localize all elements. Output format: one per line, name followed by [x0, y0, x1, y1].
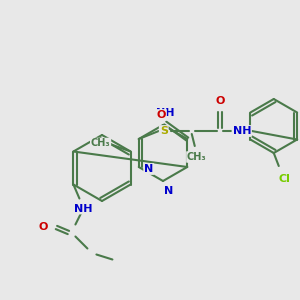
Text: CH₃: CH₃ — [91, 139, 110, 148]
Text: O: O — [39, 223, 48, 232]
Text: Cl: Cl — [279, 174, 291, 184]
Text: O: O — [215, 96, 224, 106]
Text: N: N — [164, 186, 174, 196]
Text: NH: NH — [74, 203, 93, 214]
Text: O: O — [157, 110, 166, 120]
Text: CH₃: CH₃ — [187, 152, 207, 162]
Text: NH: NH — [232, 126, 251, 136]
Text: NH: NH — [156, 108, 174, 118]
Text: N: N — [144, 164, 153, 174]
Text: S: S — [160, 126, 168, 136]
